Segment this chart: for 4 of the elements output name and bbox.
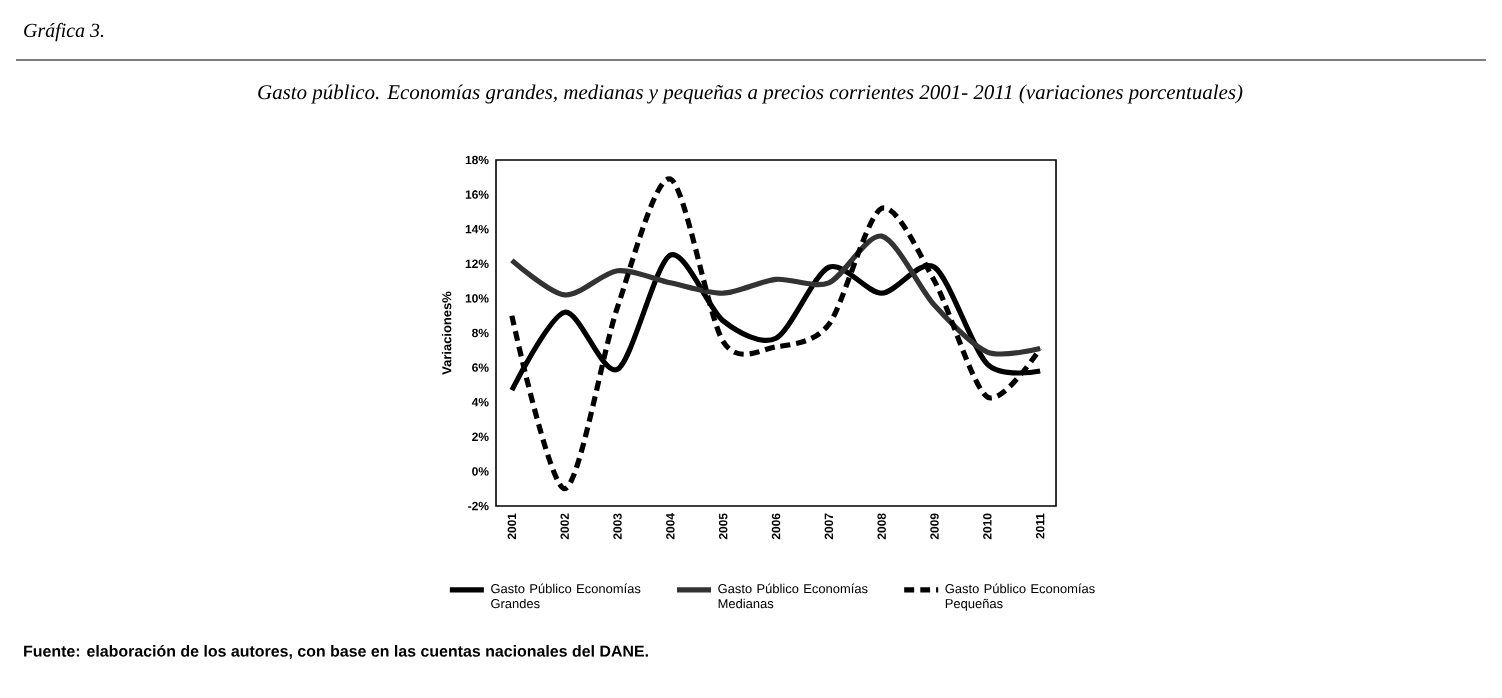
line-series — [509, 176, 1043, 492]
chart-title: Gasto público. Economías grandes, medianas y pequeñas a precios corrientes 2001- 2011 (variaciones porcentuales) — [258, 84, 1243, 104]
line-series — [509, 233, 1043, 357]
text: Gráfica 3. — [24, 22, 104, 42]
